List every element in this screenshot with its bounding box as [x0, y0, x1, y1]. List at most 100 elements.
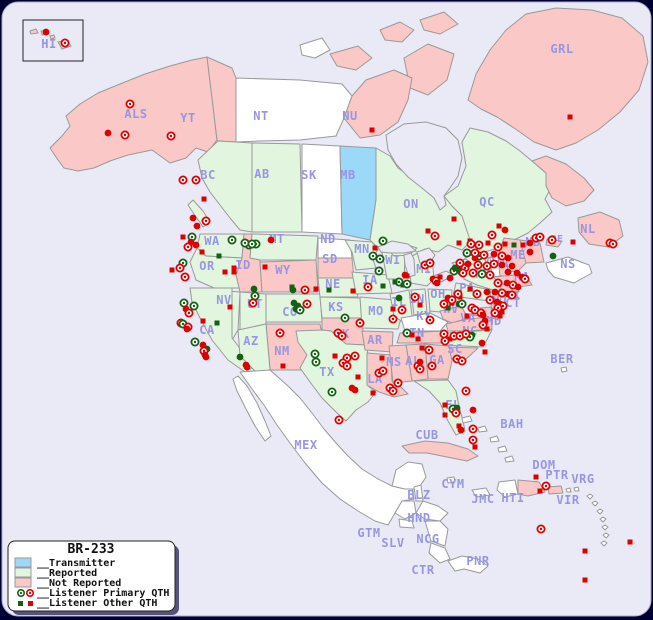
marker-listener-other-qth-red	[417, 302, 423, 308]
region-label-BC: BC	[200, 168, 215, 182]
marker-listener-primary-qth-red	[520, 274, 530, 284]
region-SK	[301, 143, 343, 235]
marker-listener-primary-qth-red	[388, 386, 398, 396]
marker-listener-primary-qth-green	[402, 279, 412, 289]
marker-listener-other-qth-red	[280, 363, 286, 369]
marker-listener-primary-qth-red	[608, 239, 618, 249]
marker-listener-other-qth-red	[567, 114, 573, 120]
marker-listener-primary-qth-red-filled	[508, 262, 516, 270]
region-CUB	[401, 440, 479, 462]
region-label-MB: MB	[340, 168, 355, 182]
marker-listener-primary-qth-red	[397, 305, 407, 315]
marker-listener-primary-qth-red	[541, 481, 551, 491]
marker-listener-primary-qth-red	[393, 378, 403, 388]
region-BAH	[477, 425, 488, 433]
marker-listener-other-qth-red	[350, 288, 356, 294]
marker-listener-primary-qth-red	[472, 289, 482, 299]
marker-listener-other-qth-red	[496, 223, 502, 229]
legend-title: BR-233	[68, 542, 115, 557]
marker-listener-other-qth-red	[502, 241, 508, 247]
marker-listener-primary-qth-red	[300, 285, 310, 295]
water-body	[385, 121, 463, 211]
region-label-ME: ME	[510, 248, 525, 262]
region-label-WI: WI	[385, 253, 400, 267]
marker-listener-primary-qth-red	[178, 175, 188, 185]
marker-listener-primary-qth-green	[368, 251, 378, 261]
marker-listener-primary-qth-red	[468, 435, 478, 445]
region-MS	[388, 344, 413, 384]
region-label-VT: VT	[483, 256, 496, 267]
region-FL	[413, 379, 466, 436]
marker-listener-primary-qth-green-filled	[236, 353, 244, 361]
region-label-SK: SK	[301, 168, 317, 182]
marker-listener-primary-qth-green-filled	[549, 252, 557, 260]
marker-listener-other-qth-red	[313, 286, 319, 292]
marker-listener-primary-qth-red	[439, 329, 449, 339]
lakes-and-bays	[377, 121, 474, 283]
region-MN	[344, 239, 379, 271]
region-MEX	[239, 369, 415, 526]
marker-listener-primary-qth-red	[342, 361, 352, 371]
marker-listener-primary-qth-red-filled	[42, 28, 50, 36]
marker-listener-primary-qth-red	[470, 248, 480, 258]
marker-listener-primary-qth-red	[493, 242, 503, 252]
marker-listener-other-qth-red	[332, 353, 338, 359]
legend: BR-233 __Transmitter __Reported __Not Re…	[7, 540, 179, 615]
region-label-NM: NM	[274, 344, 289, 358]
marker-listener-other-qth-red	[497, 313, 503, 319]
listener-markers	[42, 28, 633, 583]
region-label-SC: SC	[447, 342, 462, 356]
marker-listener-other-qth-red	[485, 240, 491, 246]
marker-listener-primary-qth-red	[180, 272, 190, 282]
marker-listener-other-qth-red	[499, 309, 505, 315]
marker-listener-primary-qth-red	[453, 289, 463, 299]
marker-listener-primary-qth-red	[425, 315, 435, 325]
region-ANT	[602, 532, 610, 539]
region-ANT	[586, 493, 594, 500]
marker-listener-other-qth-red	[537, 488, 543, 494]
region-ANT	[596, 508, 604, 515]
marker-listener-primary-qth-green	[190, 337, 200, 347]
marker-listener-primary-qth-red	[275, 328, 285, 338]
marker-listener-primary-qth-red	[535, 232, 545, 242]
region-label-NCG: NCG	[416, 532, 439, 546]
marker-listener-primary-qth-red	[201, 216, 211, 226]
marker-listener-primary-qth-red	[425, 258, 435, 268]
marker-listener-primary-qth-green	[179, 298, 189, 308]
marker-listener-primary-qth-red	[60, 38, 70, 48]
marker-listener-primary-qth-red-filled	[267, 236, 275, 244]
marker-listener-primary-qth-green	[240, 238, 250, 248]
region-BAH	[489, 435, 500, 443]
marker-listener-primary-qth-red-filled	[192, 241, 200, 249]
legend-other-qth-icon	[18, 601, 23, 606]
region-label-YT: YT	[180, 111, 195, 125]
marker-listener-other-qth-green	[380, 283, 386, 289]
marker-listener-primary-qth-red	[489, 259, 499, 269]
marker-listener-other-qth-red	[520, 242, 526, 248]
marker-listener-primary-qth-red	[468, 424, 478, 434]
water-body	[403, 252, 416, 278]
marker-listener-other-qth-red	[467, 286, 473, 292]
legend-item-listener-other: __Listener Other QTH	[37, 597, 157, 609]
marker-listener-primary-qth-red-filled	[498, 261, 506, 269]
region-label-VIR: VIR	[556, 493, 579, 507]
region-label-NV: NV	[216, 293, 231, 307]
marker-listener-primary-qth-green	[340, 313, 350, 323]
marker-listener-primary-qth-red	[457, 356, 467, 366]
marker-listener-primary-qth-red	[451, 408, 461, 418]
hawaii-inset-box	[22, 19, 84, 62]
region-label-CYM: CYM	[441, 477, 464, 491]
marker-listener-primary-qth-red	[458, 268, 468, 278]
marker-listener-other-qth-red	[404, 273, 410, 279]
region-label-MEX: MEX	[294, 438, 317, 452]
marker-listener-other-qth-red	[419, 345, 425, 351]
marker-listener-primary-qth-green	[457, 299, 467, 309]
marker-listener-primary-qth-red-filled	[416, 358, 424, 366]
region-ANT	[601, 524, 609, 531]
marker-listener-primary-qth-red	[388, 314, 398, 324]
region-label-NS: NS	[560, 257, 575, 271]
region-label-HI: HI	[41, 37, 56, 51]
marker-listener-primary-qth-red	[447, 295, 457, 305]
region-WY	[259, 259, 319, 293]
marker-listener-primary-qth-red	[497, 251, 507, 261]
